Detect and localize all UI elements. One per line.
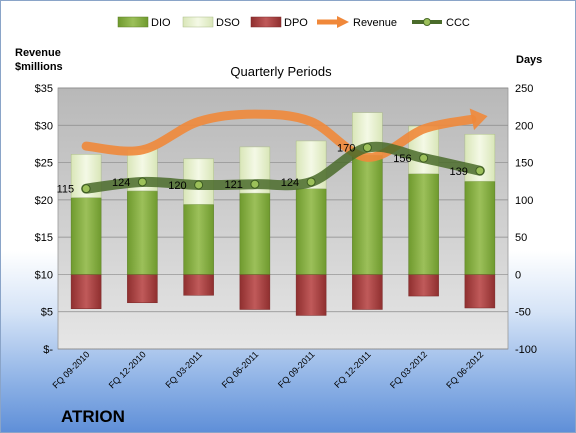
left-axis-ticks: $- $5 $10 $15 $20 $25 $30 $35	[35, 83, 54, 356]
right-tick-label: -50	[515, 307, 531, 319]
right-axis-title: Days	[516, 54, 542, 66]
legend-label-revenue: Revenue	[353, 17, 397, 29]
left-tick-label: $15	[35, 232, 53, 244]
bar-dio	[295, 188, 327, 275]
ccc-marker	[137, 177, 147, 187]
left-tick-label: $20	[35, 195, 53, 207]
legend-label-ccc: CCC	[446, 17, 470, 29]
left-tick-label: $10	[35, 269, 53, 281]
bar-dio	[70, 197, 102, 275]
bar-dpo	[352, 274, 383, 310]
category-label: FQ 03-2011	[163, 349, 204, 390]
ccc-data-label: 121	[225, 179, 243, 191]
series-lines: 115 124 120 121 124 170 156 139	[57, 108, 488, 196]
legend-marker-ccc	[423, 18, 431, 26]
bar-dpo	[295, 274, 327, 316]
category-label: FQ 09-2011	[276, 349, 317, 390]
left-axis-title-line2: $millions	[15, 61, 63, 73]
left-tick-label: $30	[35, 120, 53, 132]
right-tick-label: 0	[515, 269, 521, 281]
bar-dio	[464, 180, 496, 275]
bar-dio	[183, 204, 214, 275]
right-tick-label: 150	[515, 158, 533, 170]
legend-label-dio: DIO	[151, 17, 171, 29]
ccc-marker	[419, 153, 429, 163]
right-tick-label: 200	[515, 120, 533, 132]
category-label: FQ 12-2010	[107, 349, 148, 390]
company-name: ATRION	[61, 407, 125, 426]
bar-dio	[239, 192, 271, 275]
ccc-data-label: 115	[57, 184, 75, 196]
right-tick-label: 100	[515, 195, 533, 207]
bar-dpo	[183, 274, 214, 296]
ccc-marker	[250, 179, 260, 189]
right-tick-label: 50	[515, 232, 527, 244]
bar-dio	[352, 154, 383, 275]
ccc-data-label: 124	[281, 177, 299, 189]
right-axis-ticks: -100 -50 0 50 100 150 200 250	[515, 83, 537, 356]
ccc-line	[81, 141, 485, 194]
right-tick-label: -100	[515, 344, 537, 356]
legend: DIO DSO DPO Revenue CCC	[117, 16, 470, 29]
bar-dpo	[464, 274, 496, 309]
bar-dio	[127, 190, 158, 275]
revenue-line	[81, 109, 477, 162]
category-label: FQ 09-2010	[51, 349, 92, 390]
left-tick-label: $5	[41, 307, 53, 319]
left-axis-title-line1: Revenue	[15, 47, 61, 59]
ccc-data-label: 120	[168, 180, 186, 192]
ccc-data-label: 156	[393, 153, 411, 165]
ccc-data-label: 124	[112, 177, 130, 189]
ccc-data-label: 170	[337, 143, 355, 155]
bar-dpo	[70, 274, 102, 309]
left-tick-label: $25	[35, 158, 53, 170]
ccc-marker	[306, 177, 316, 187]
legend-arrow-revenue	[337, 16, 349, 28]
ccc-marker	[362, 143, 372, 153]
legend-swatch-dio	[117, 16, 149, 28]
bar-dpo	[127, 274, 158, 304]
category-label: FQ 03-2012	[388, 349, 429, 390]
ccc-marker	[194, 180, 204, 190]
category-label: FQ 06-2012	[444, 349, 485, 390]
bar-dpo	[408, 274, 439, 297]
category-label: FQ 12-2011	[332, 349, 373, 390]
left-tick-label: $-	[43, 344, 53, 356]
legend-label-dso: DSO	[216, 17, 240, 29]
legend-swatch-dpo	[250, 16, 282, 28]
revenue-arrowhead	[469, 108, 488, 131]
bar-dpo	[239, 274, 271, 310]
chart-subtitle: Quarterly Periods	[230, 64, 332, 79]
ccc-marker	[475, 166, 485, 176]
legend-label-dpo: DPO	[284, 17, 308, 29]
category-label: FQ 06-2011	[220, 349, 261, 390]
left-tick-label: $35	[35, 83, 53, 95]
right-tick-label: 250	[515, 83, 533, 95]
category-labels: FQ 09-2010 FQ 12-2010 FQ 03-2011 FQ 06-2011…	[51, 349, 486, 390]
ccc-data-label: 139	[450, 166, 468, 178]
bar-dio	[408, 173, 439, 275]
legend-swatch-dso	[182, 16, 214, 28]
ccc-marker	[81, 184, 91, 194]
